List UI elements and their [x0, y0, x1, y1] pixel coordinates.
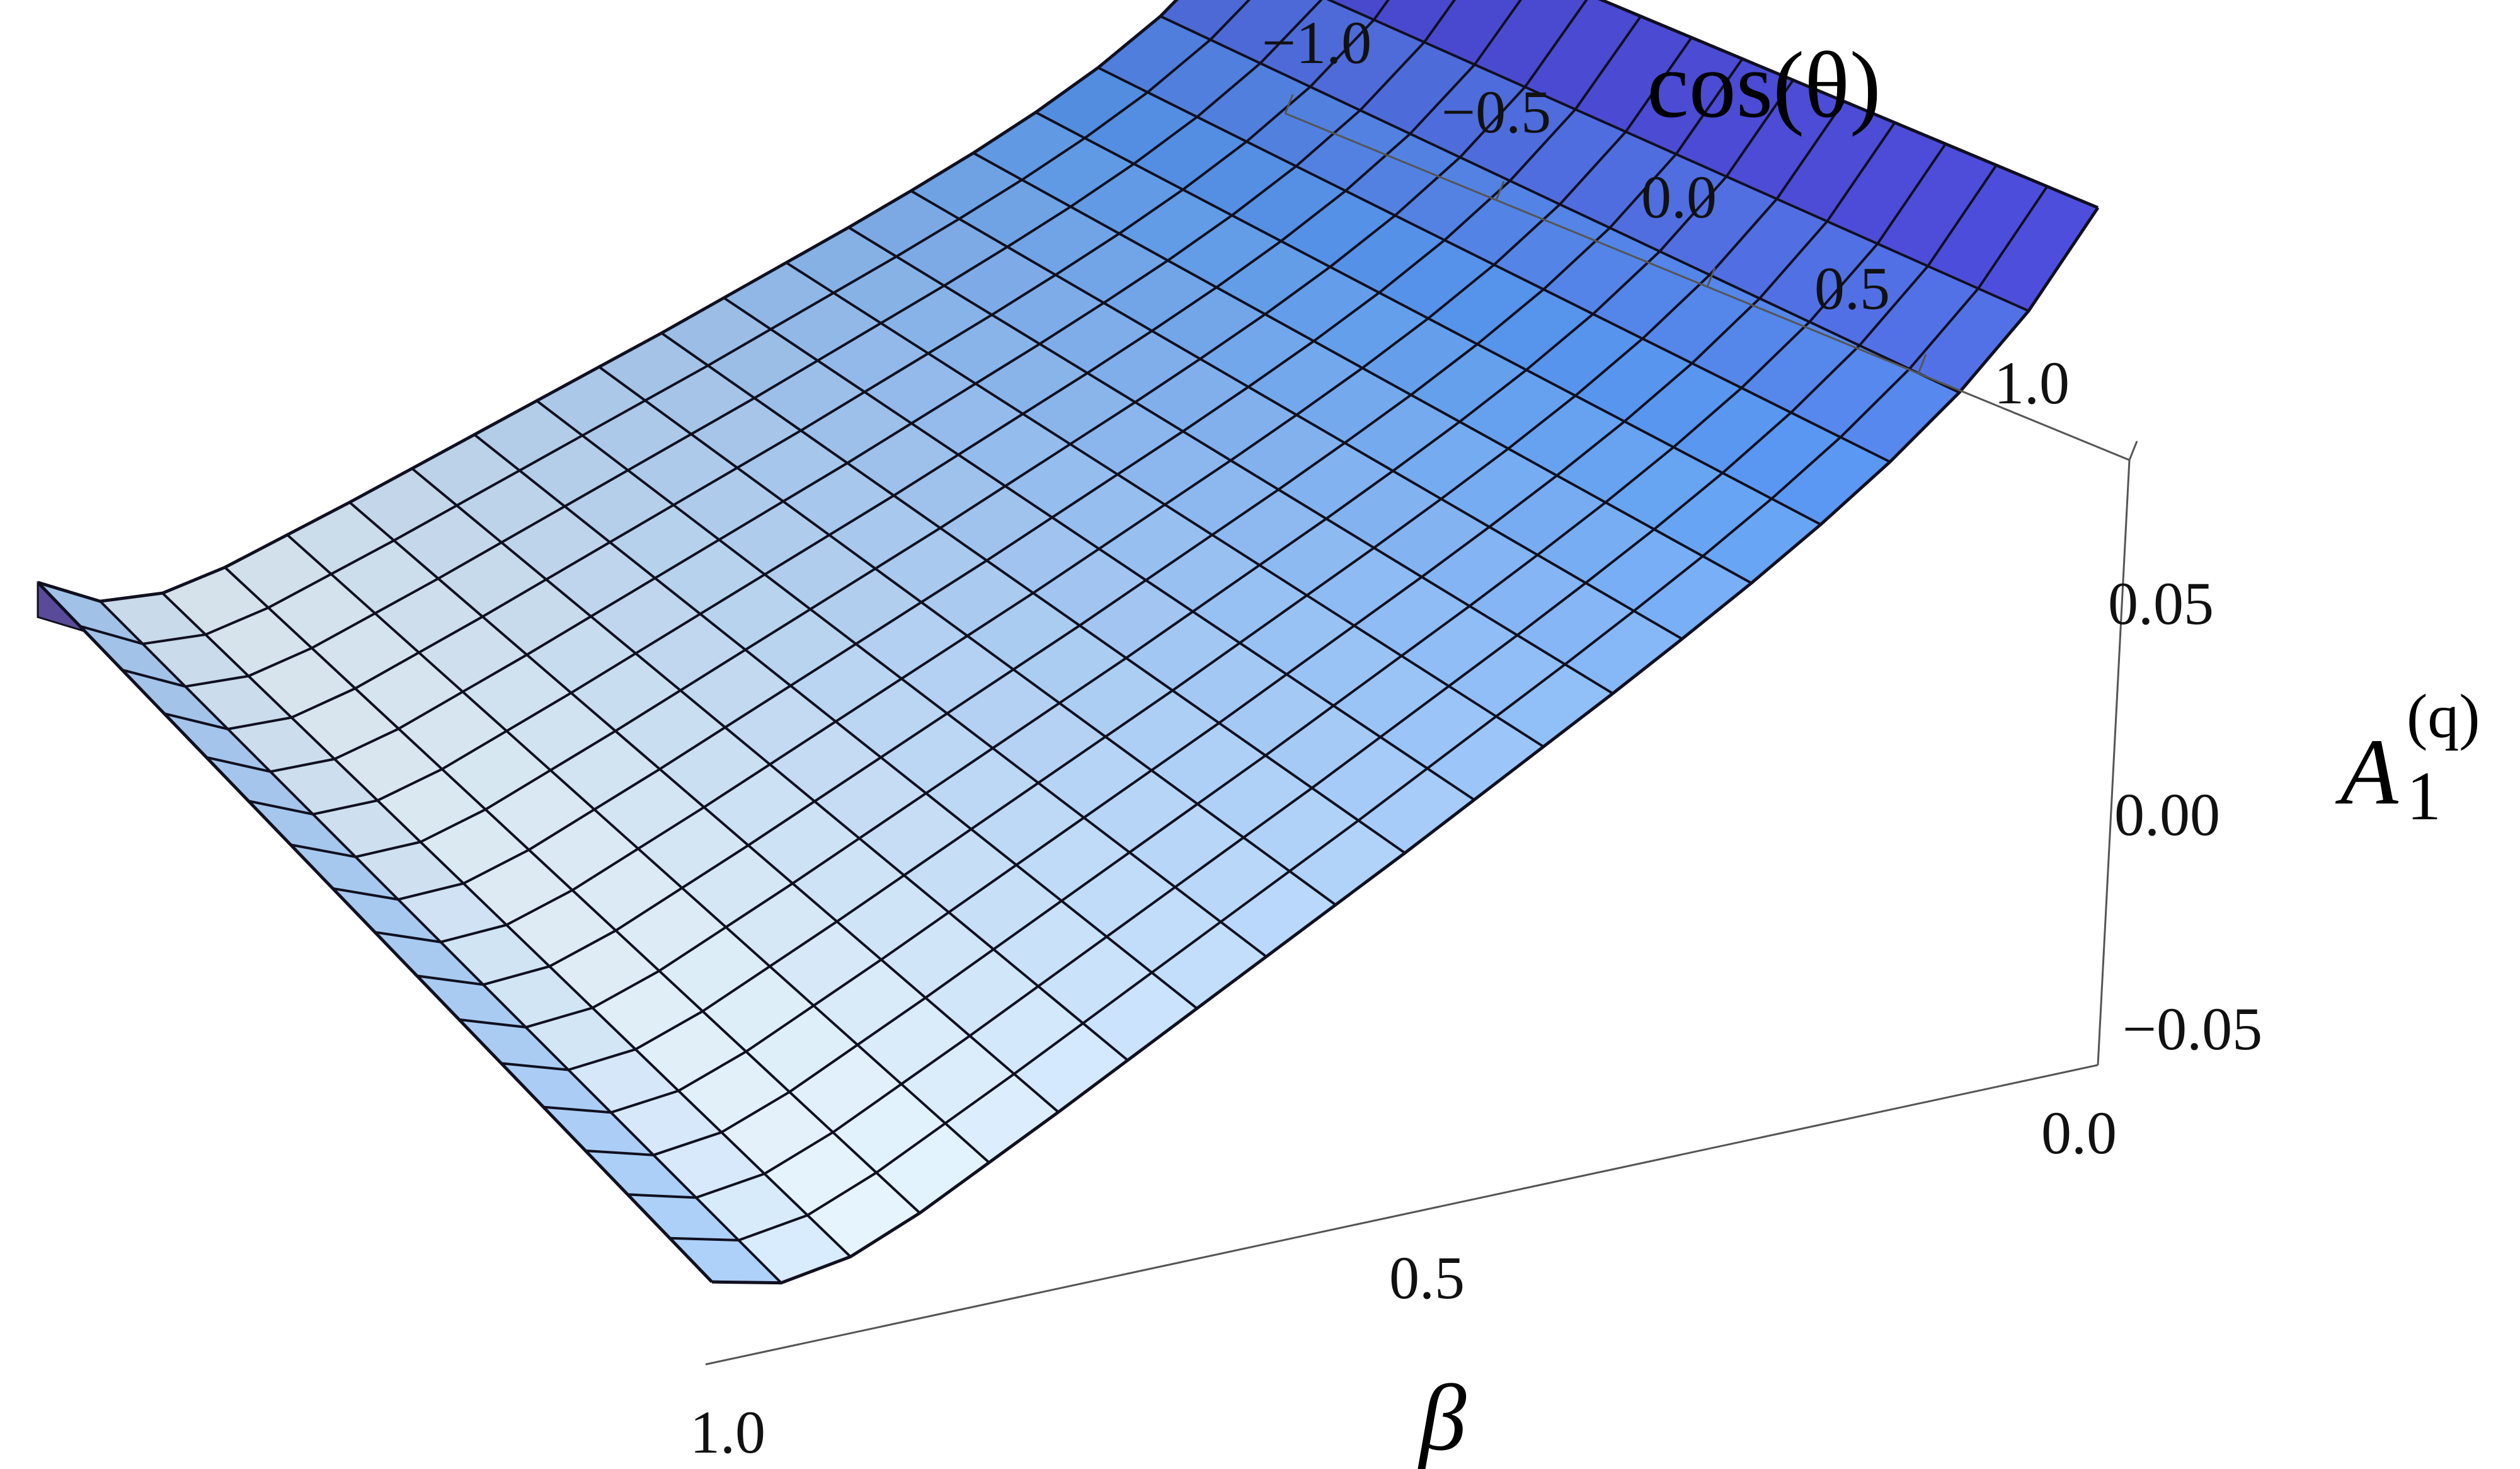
mesh-line-costheta [248, 0, 1522, 816]
y-tick-label: 0.0 [1641, 163, 1717, 231]
mesh-line-costheta [79, 0, 1251, 645]
x-tick-label: 1.0 [690, 1398, 765, 1466]
mesh-line-costheta [501, 100, 1845, 1071]
x-axis-title: β [1418, 1366, 1467, 1469]
z-axis-title-subscript: 1 [2407, 758, 2441, 834]
z-axis-title-superscript: (q) [2407, 681, 2480, 751]
x-tick-label: 0.5 [1389, 1244, 1465, 1311]
y-tick [2128, 441, 2138, 461]
y-tick [1917, 354, 1927, 374]
mesh-line-costheta [37, 0, 1179, 603]
mesh-line-costheta [711, 207, 2100, 1285]
y-tick [1706, 267, 1716, 287]
x-tick-label: 0.0 [2041, 1099, 2117, 1167]
z-tick-label: 0.00 [2114, 781, 2220, 848]
surface-faces [37, 0, 2099, 1284]
mesh-line-costheta [332, 15, 1642, 901]
y-tick-label: 1.0 [1994, 349, 2070, 417]
mesh-line-costheta [459, 79, 1794, 1029]
mesh-line-costheta [374, 37, 1693, 943]
mesh-line-costheta [206, 0, 1457, 773]
y-tick [1284, 94, 1294, 114]
axes-box [705, 94, 2138, 1366]
y-tick-label: −0.5 [1441, 78, 1551, 146]
z-tick-label: 0.05 [2108, 570, 2214, 637]
axis-line-beta [705, 1064, 2099, 1366]
mesh-line-costheta [416, 58, 1744, 986]
mesh-line-costheta [290, 0, 1588, 858]
y-tick [1495, 180, 1505, 201]
z-tick-label: −0.05 [2122, 995, 2262, 1063]
mesh-line-costheta [543, 122, 1896, 1114]
z-axis-title-main: A [2335, 720, 2399, 824]
z-axis-title: A 1 (q) [2335, 681, 2480, 834]
mesh-line-costheta [627, 164, 1998, 1199]
y-axis-title: cos(θ) [1647, 33, 1881, 137]
mesh-line-costheta [122, 0, 1323, 688]
y-tick-label: 0.5 [1814, 255, 1890, 322]
axis-line-z [2097, 459, 2131, 1066]
tick-labels: −1.0 −0.5 0.0 0.5 1.0 −0.05 0.00 0.05 0.0 0.5 1.0 [690, 9, 2262, 1466]
mesh-line-costheta [164, 0, 1390, 730]
surface-mesh [37, 0, 2100, 1285]
mesh-line-costheta [670, 185, 2049, 1242]
y-tick-label: −1.0 [1262, 9, 1372, 76]
mesh-line-costheta [585, 143, 1947, 1156]
